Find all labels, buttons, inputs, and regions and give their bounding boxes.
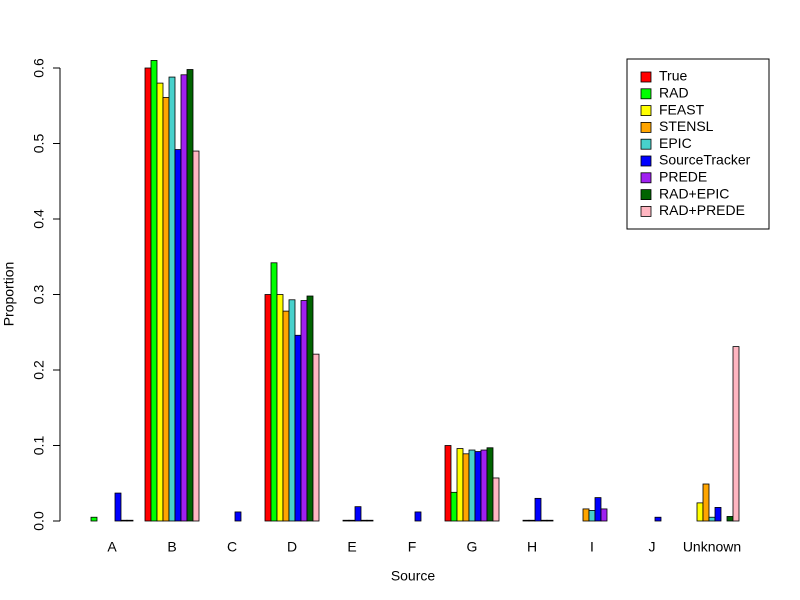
bar: [180, 74, 188, 522]
bar: [120, 519, 128, 522]
bar: [342, 519, 350, 522]
x-tick-label: A: [107, 539, 117, 555]
bar: [444, 445, 452, 522]
bar: [90, 516, 98, 522]
bar: [156, 82, 164, 522]
x-tick-label: J: [649, 539, 656, 555]
legend-label: PREDE: [659, 169, 707, 185]
legend-label: SourceTracker: [659, 152, 751, 168]
bar: [534, 497, 542, 522]
legend-swatch: [640, 122, 652, 133]
y-axis-label: Proportion: [1, 262, 17, 327]
x-tick-label: F: [408, 539, 417, 555]
bar: [294, 334, 302, 522]
y-tick-label: 0.5: [31, 134, 47, 154]
bar: [114, 492, 122, 522]
bar: [480, 449, 488, 522]
bar: [276, 294, 284, 522]
bar: [186, 69, 194, 522]
bar: [468, 449, 476, 522]
bar: [540, 519, 548, 522]
bar: [528, 519, 536, 522]
bar: [306, 295, 314, 522]
legend-label: RAD: [659, 85, 689, 101]
legend-swatch: [640, 88, 652, 100]
legend-label: FEAST: [659, 101, 705, 117]
x-axis-label: Source: [391, 568, 436, 584]
bar: [732, 346, 740, 522]
bar: [462, 453, 470, 522]
y-tick-label: 0.0: [31, 511, 47, 531]
bar: [492, 477, 500, 522]
legend-swatch: [640, 71, 652, 83]
bar: [366, 519, 374, 522]
y-tick-label: 0.1: [31, 436, 47, 456]
bar: [312, 353, 320, 522]
bar: [288, 299, 296, 522]
legend-swatch: [640, 205, 652, 217]
bar: [270, 262, 278, 522]
legend-label: True: [659, 68, 687, 84]
x-tick-label: C: [227, 539, 237, 555]
x-tick-label: B: [167, 539, 176, 555]
x-tick-label: Unknown: [683, 539, 741, 555]
bar: [522, 519, 530, 522]
x-tick-label: D: [287, 539, 297, 555]
bar: [696, 502, 704, 522]
bar: [474, 451, 482, 522]
bar: [264, 294, 272, 522]
bar: [162, 97, 170, 522]
bar: [582, 508, 590, 522]
bar: [588, 510, 596, 522]
bar: [726, 516, 734, 522]
x-tick-label: G: [467, 539, 478, 555]
bar: [150, 60, 158, 522]
bar: [174, 149, 182, 522]
bar: [654, 516, 662, 522]
bar: [600, 508, 608, 522]
bar: [456, 448, 464, 522]
bar: [702, 483, 710, 522]
bar: [450, 491, 458, 522]
x-tick-label: E: [347, 539, 356, 555]
bar: [708, 516, 716, 522]
y-tick-label: 0.4: [31, 209, 47, 229]
legend-swatch: [640, 155, 652, 167]
bar: [714, 507, 722, 522]
legend-swatch: [640, 138, 652, 150]
bar: [234, 511, 242, 522]
bar: [594, 497, 602, 522]
bar: [282, 310, 290, 522]
bar: [192, 150, 200, 522]
bar: [486, 447, 494, 522]
legend-label: EPIC: [659, 135, 692, 151]
x-tick-label: I: [590, 539, 594, 555]
y-tick-label: 0.3: [31, 285, 47, 305]
legend-swatch: [640, 189, 652, 201]
bar: [168, 76, 176, 522]
legend-swatch: [640, 105, 652, 116]
bar: [360, 519, 368, 522]
y-tick-label: 0.6: [31, 58, 47, 78]
y-tick-label: 0.2: [31, 360, 47, 380]
x-tick-label: H: [527, 539, 537, 555]
bar: [126, 519, 134, 522]
bar: [546, 519, 554, 522]
bar: [300, 300, 308, 522]
bar: [354, 506, 362, 522]
legend-label: RAD+PREDE: [659, 202, 745, 218]
legend-swatch: [640, 172, 652, 184]
legend-label: RAD+EPIC: [659, 185, 729, 201]
bar: [414, 511, 422, 522]
legend-label: STENSL: [659, 118, 714, 134]
bar: [144, 67, 152, 522]
bar: [348, 519, 356, 522]
